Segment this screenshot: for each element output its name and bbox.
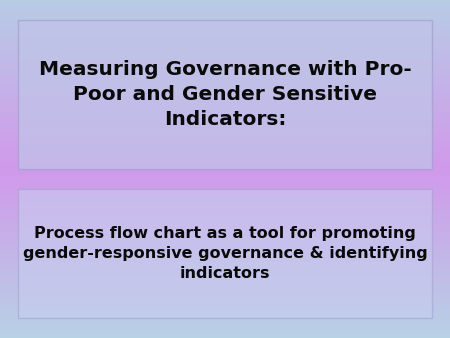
Text: Measuring Governance with Pro-
Poor and Gender Sensitive
Indicators:: Measuring Governance with Pro- Poor and … bbox=[39, 60, 411, 129]
Text: Process flow chart as a tool for promoting
gender-responsive governance & identi: Process flow chart as a tool for promoti… bbox=[22, 226, 427, 281]
FancyBboxPatch shape bbox=[18, 20, 432, 169]
FancyBboxPatch shape bbox=[18, 189, 432, 318]
